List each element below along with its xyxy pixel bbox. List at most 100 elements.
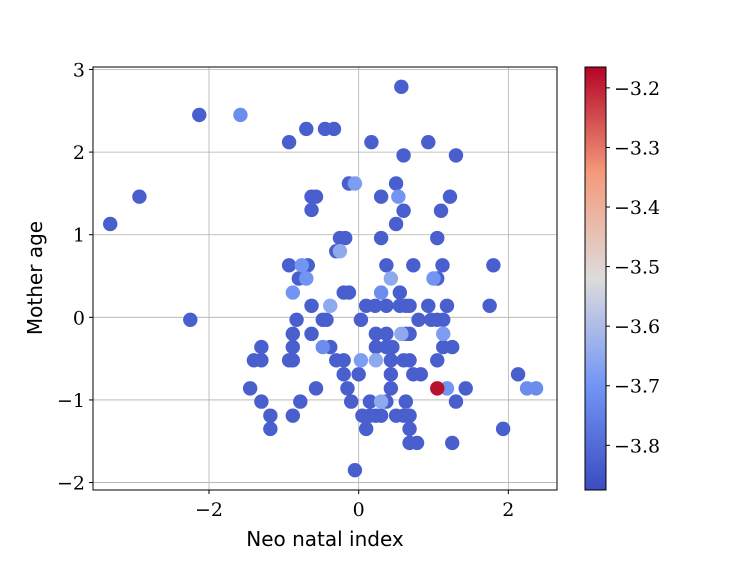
scatter-point: [336, 353, 351, 368]
scatter-point: [285, 408, 301, 423]
plot-frame: [92, 66, 558, 491]
scatter-point: [285, 285, 301, 300]
scatter-point: [430, 353, 445, 368]
x-tick-label: 0: [353, 499, 365, 521]
scatter-points: [103, 79, 544, 478]
scatter-point: [132, 189, 147, 204]
scatter-point: [421, 298, 436, 313]
scatter-point: [433, 203, 449, 218]
scatter-point: [368, 326, 384, 342]
scatter-point: [402, 353, 417, 368]
scatter-point: [396, 203, 411, 218]
scatter-point: [373, 230, 389, 246]
scatter-point: [458, 381, 473, 396]
y-tick-label: −1: [57, 390, 85, 412]
colorbar-tick-label: −3.7: [614, 376, 660, 398]
scatter-point: [383, 367, 399, 382]
scatter-point: [391, 189, 406, 204]
colorbar-ticks: −3.2 −3.3 −3.4 −3.5 −3.6 −3.7 −3.8: [606, 78, 660, 457]
colorbar: [584, 66, 607, 491]
x-axis-ticks: −2 0 2: [195, 490, 514, 521]
scatter-point: [299, 271, 314, 286]
scatter-point: [304, 326, 319, 342]
scatter-point: [394, 79, 409, 95]
scatter-point: [242, 381, 258, 396]
scatter-point: [364, 134, 379, 150]
y-tick-label: 2: [73, 142, 85, 164]
scatter-point: [392, 285, 408, 300]
scatter-point: [379, 258, 394, 273]
scatter-point: [332, 244, 348, 259]
scatter-point: [394, 326, 409, 342]
y-tick-label: 0: [73, 307, 85, 329]
scatter-point: [388, 176, 404, 191]
scatter-point: [398, 394, 414, 409]
scatter-point: [388, 216, 404, 232]
scatter-point: [402, 421, 417, 437]
scatter-point: [396, 148, 411, 163]
scatter-point: [285, 339, 301, 355]
scatter-point: [367, 298, 383, 313]
scatter-point: [340, 381, 355, 396]
scatter-point: [294, 258, 309, 273]
scatter-point: [486, 258, 501, 273]
scatter-point: [436, 326, 451, 342]
scatter-point: [103, 216, 118, 232]
scatter-point: [383, 381, 399, 396]
colorbar-tick-label: −3.6: [614, 316, 660, 338]
scatter-point: [308, 381, 324, 396]
scatter-point: [379, 326, 394, 342]
colorbar-tick-label: −3.2: [614, 78, 660, 100]
scatter-point: [319, 312, 334, 328]
colorbar-tick-label: −3.5: [614, 257, 660, 279]
x-tick-label: −2: [195, 499, 223, 521]
colorbar-tick-label: −3.4: [614, 197, 660, 219]
scatter-point: [304, 202, 319, 218]
scatter-point: [353, 353, 369, 368]
scatter-point: [299, 121, 314, 137]
scatter-point: [289, 312, 304, 328]
scatter-point: [409, 435, 425, 451]
scatter-point: [254, 394, 269, 409]
y-axis-ticks: −2 −1 0 1 2 3: [57, 59, 93, 495]
scatter-point: [233, 107, 248, 123]
scatter-point: [482, 298, 497, 313]
scatter-point: [338, 230, 353, 246]
y-axis-label: Mother age: [23, 221, 47, 335]
scatter-point: [347, 176, 363, 191]
scatter-point: [341, 285, 357, 300]
scatter-point: [315, 339, 330, 355]
scatter-point: [373, 408, 389, 423]
scatter-point: [293, 394, 308, 409]
x-tick-label: 2: [502, 499, 514, 521]
scatter-point: [308, 189, 324, 204]
scatter-point: [254, 339, 269, 355]
scatter-point: [430, 381, 445, 396]
scatter-point: [421, 134, 436, 150]
y-tick-label: −2: [57, 473, 85, 495]
scatter-point: [304, 298, 319, 313]
scatter-point: [439, 298, 455, 313]
scatter-point: [495, 421, 511, 437]
scatter-point: [442, 189, 458, 204]
scatter-point: [281, 134, 297, 150]
scatter-point: [426, 271, 441, 286]
scatter-point: [351, 367, 366, 382]
scatter-point: [263, 421, 278, 437]
scatter-point: [281, 258, 297, 273]
scatter-point: [436, 312, 451, 328]
scatter-point: [402, 298, 417, 313]
scatter-point: [343, 394, 359, 409]
scatter-point: [368, 339, 384, 355]
scatter-point: [406, 258, 421, 273]
scatter-point: [254, 353, 269, 368]
scatter-point: [413, 367, 428, 382]
scatter-point: [510, 367, 526, 382]
scatter-point: [347, 462, 363, 478]
scatter-point: [373, 394, 389, 409]
scatter-point: [285, 326, 301, 342]
scatter-point: [353, 312, 369, 328]
scatter-point: [435, 258, 450, 273]
scatter-point: [430, 230, 445, 246]
